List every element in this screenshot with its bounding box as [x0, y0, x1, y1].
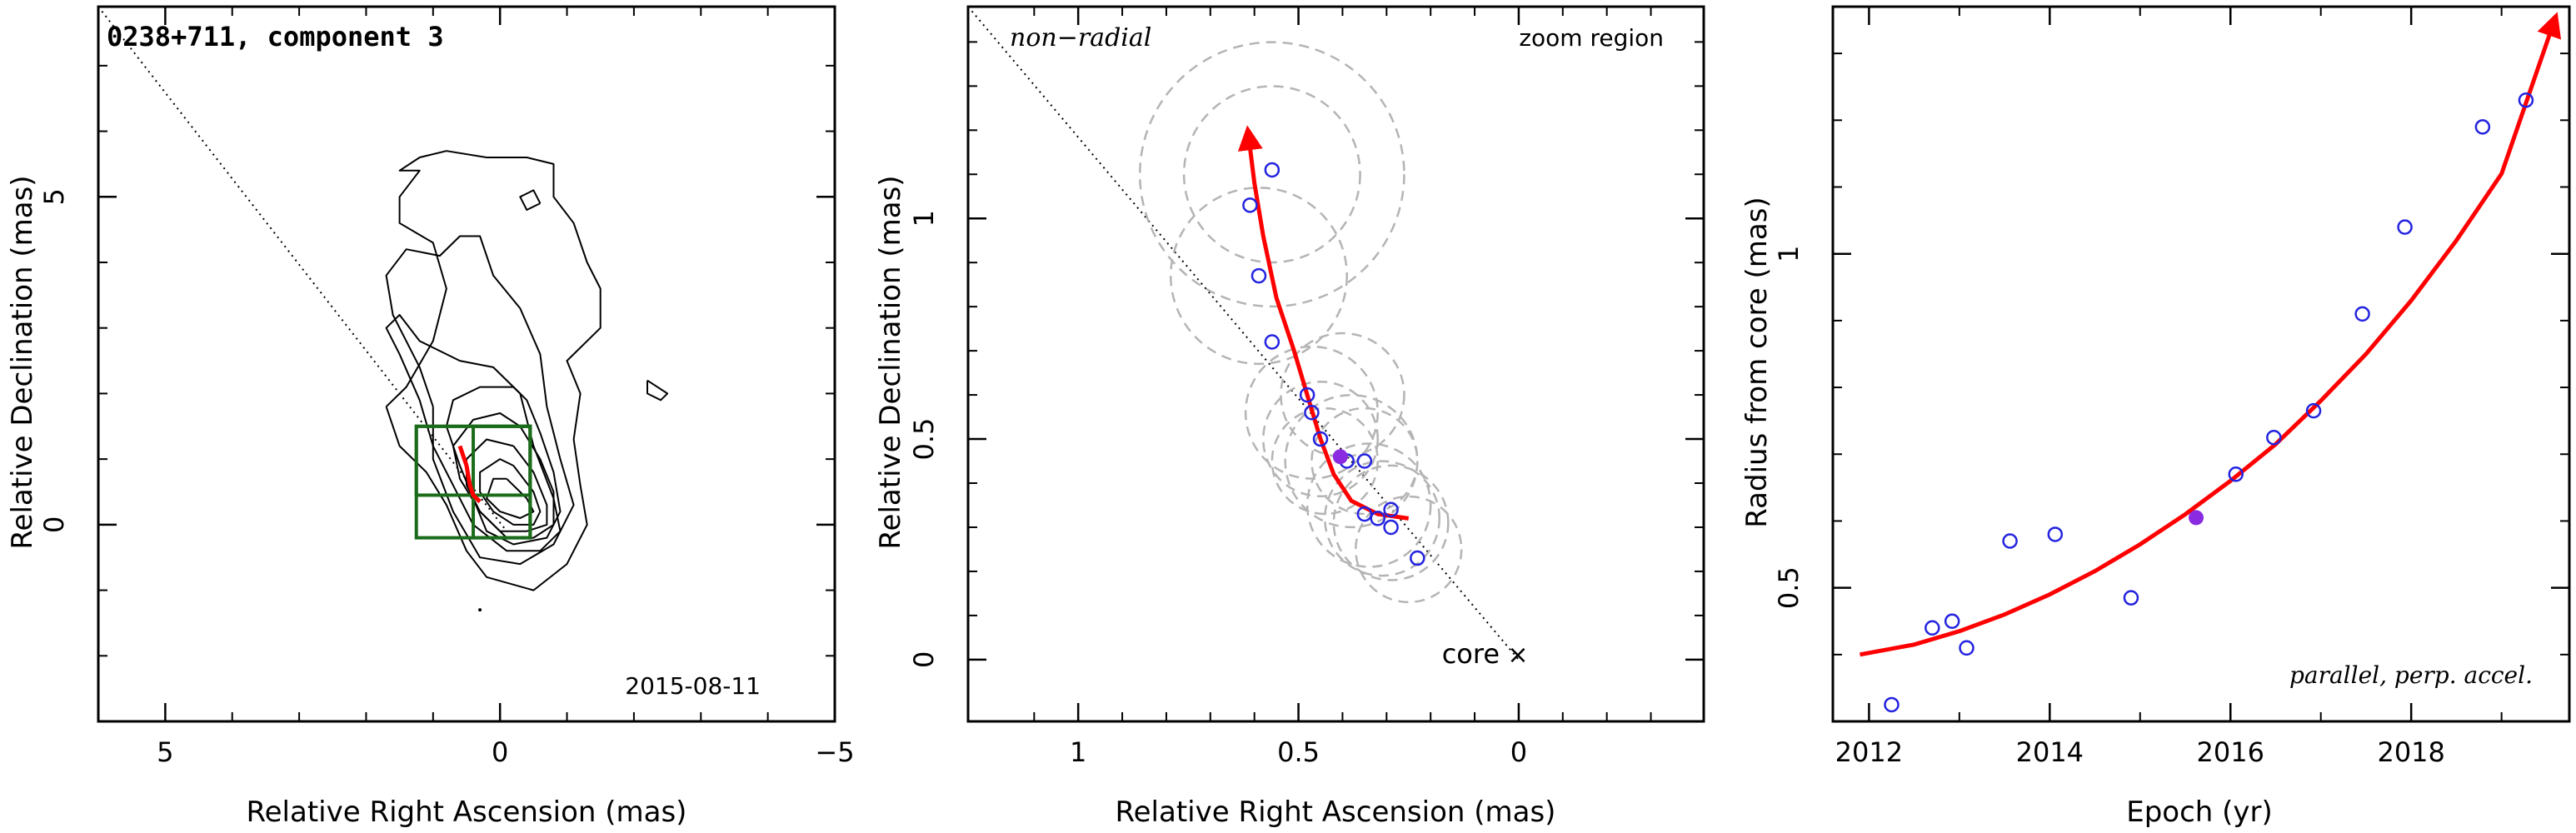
position-point — [1356, 506, 1373, 522]
radius-point — [1944, 613, 1960, 629]
panel1-ytick-label: 5 — [38, 188, 70, 205]
radius-point — [2305, 402, 2322, 419]
position-point — [1299, 387, 1315, 403]
core-marker: × — [1507, 641, 1528, 670]
panel3-xtick-label: 2014 — [2016, 736, 2084, 768]
position-point — [1264, 334, 1281, 350]
component-track — [457, 445, 482, 504]
panel3-xtick-label: 2012 — [1835, 736, 1903, 768]
panel3-xtick-label: 2016 — [2197, 736, 2264, 768]
position-point — [1410, 550, 1425, 566]
contour-line — [646, 379, 669, 402]
panel3-ylabel: Radius from core (mas) — [1740, 197, 1774, 527]
panel1-frame — [97, 5, 836, 723]
panel2-zoom-label: zoom region — [1519, 24, 1664, 52]
position-point — [1242, 197, 1258, 213]
contour-line — [385, 235, 575, 566]
panel2-ytick-label: 0.5 — [908, 418, 940, 461]
position-point — [1383, 501, 1399, 518]
component-size-circle — [1332, 464, 1450, 581]
radius-point — [2228, 466, 2244, 482]
component-size-circle — [1244, 345, 1379, 480]
panel-zoom-region: 1 0.5 0 0 0.5 1 non−radial zoom region core ×… — [874, 5, 1705, 829]
contour-line — [385, 150, 602, 591]
panel1-xtick-label: −5 — [815, 736, 854, 768]
panel1-xtick-label: 5 — [157, 736, 173, 768]
contour-plot-area: 5 0 −5 0 5 — [38, 5, 855, 768]
small-dot — [478, 608, 482, 612]
component-size-circle — [1355, 495, 1463, 604]
radius-point — [2047, 526, 2064, 542]
panel2-ytick-label: 0 — [908, 651, 940, 668]
panel1-content — [98, 7, 669, 612]
panel1-title: 0238+711, component 3 — [107, 21, 444, 52]
panel2-frame — [966, 5, 1705, 723]
radius-point — [1959, 640, 1974, 656]
panel1-xtick-label: 0 — [492, 736, 508, 768]
component-size-circle — [1169, 187, 1348, 366]
position-point — [1304, 405, 1320, 421]
highlight-point — [2189, 510, 2204, 526]
component-size-circle — [1280, 332, 1405, 458]
radius-point — [2123, 590, 2139, 606]
panel3-content — [1860, 12, 2562, 713]
component-size-circle — [1305, 442, 1432, 568]
radius-point — [1925, 620, 1940, 636]
position-point — [1356, 453, 1373, 469]
position-point — [1383, 519, 1399, 536]
trajectory-arrow — [1237, 125, 1410, 521]
panel2-xtick-label: 0 — [1510, 736, 1527, 768]
position-point — [1370, 511, 1385, 526]
panel2-xlabel: Relative Right Ascension (mas) — [1116, 796, 1556, 829]
panel3-frame — [1831, 5, 2571, 723]
panel3-ytick-label: 0.5 — [1773, 566, 1805, 609]
panel2-xtick-label: 1 — [1070, 736, 1086, 768]
panel1-date-label: 2015-08-11 — [625, 672, 761, 700]
panel1-ylabel: Relative Declination (mas) — [6, 175, 39, 549]
radial-direction-line — [98, 7, 507, 532]
panel3-xlabel: Epoch (yr) — [2126, 796, 2273, 829]
panel3-fit-label: parallel, perp. accel. — [2289, 661, 2533, 689]
panel2-xtick-label: 0.5 — [1277, 736, 1320, 768]
contour-line — [486, 477, 535, 519]
component-size-circle — [1262, 381, 1379, 498]
panel2-nonradial-label: non−radial — [1010, 23, 1151, 52]
panel3-xtick-label: 2018 — [2377, 736, 2444, 768]
panel2-ylabel: Relative Declination (mas) — [874, 175, 907, 549]
radius-point — [2266, 429, 2282, 446]
component-size-circle — [1182, 85, 1361, 264]
radius-point — [1884, 696, 1900, 713]
zoom-plot-area: 1 0.5 0 0 0.5 1 — [908, 5, 1705, 768]
contour-line — [519, 189, 542, 211]
highlight-point — [1332, 449, 1348, 465]
contour-line — [479, 458, 542, 526]
contour-line — [466, 438, 548, 532]
acceleration-fit-curve — [1860, 12, 2562, 657]
contour-line — [445, 386, 562, 546]
panel2-ytick-label: 1 — [908, 210, 940, 227]
panel2-content — [968, 7, 1520, 661]
component-size-circle — [1324, 460, 1441, 577]
position-point — [1264, 162, 1281, 178]
radius-point — [2397, 219, 2413, 235]
radius-point — [2354, 306, 2370, 322]
radius-plot-area: 2012 2014 2016 2018 0.5 1 — [1773, 5, 2571, 768]
radius-point — [2002, 533, 2018, 549]
panel1-xlabel: Relative Right Ascension (mas) — [247, 796, 687, 829]
component-size-circle — [1271, 407, 1379, 516]
position-point — [1251, 267, 1267, 284]
panel-contour-map: 5 0 −505 0238+711, component 3 2015-08-11 … — [6, 5, 855, 829]
radius-point — [2474, 119, 2491, 135]
core-label: core — [1442, 638, 1500, 670]
panel-radius-vs-epoch: 2012 2014 2016 2018 0.5 1 parallel, perp. acc… — [1740, 5, 2571, 829]
radial-direction-line — [968, 7, 1520, 661]
radius-point — [2518, 92, 2534, 108]
component-size-circle — [1138, 41, 1405, 308]
component-size-circle — [1310, 407, 1419, 516]
panel1-ytick-label: 0 — [38, 516, 70, 533]
position-point — [1312, 431, 1329, 447]
panel3-ytick-label: 1 — [1773, 246, 1805, 262]
